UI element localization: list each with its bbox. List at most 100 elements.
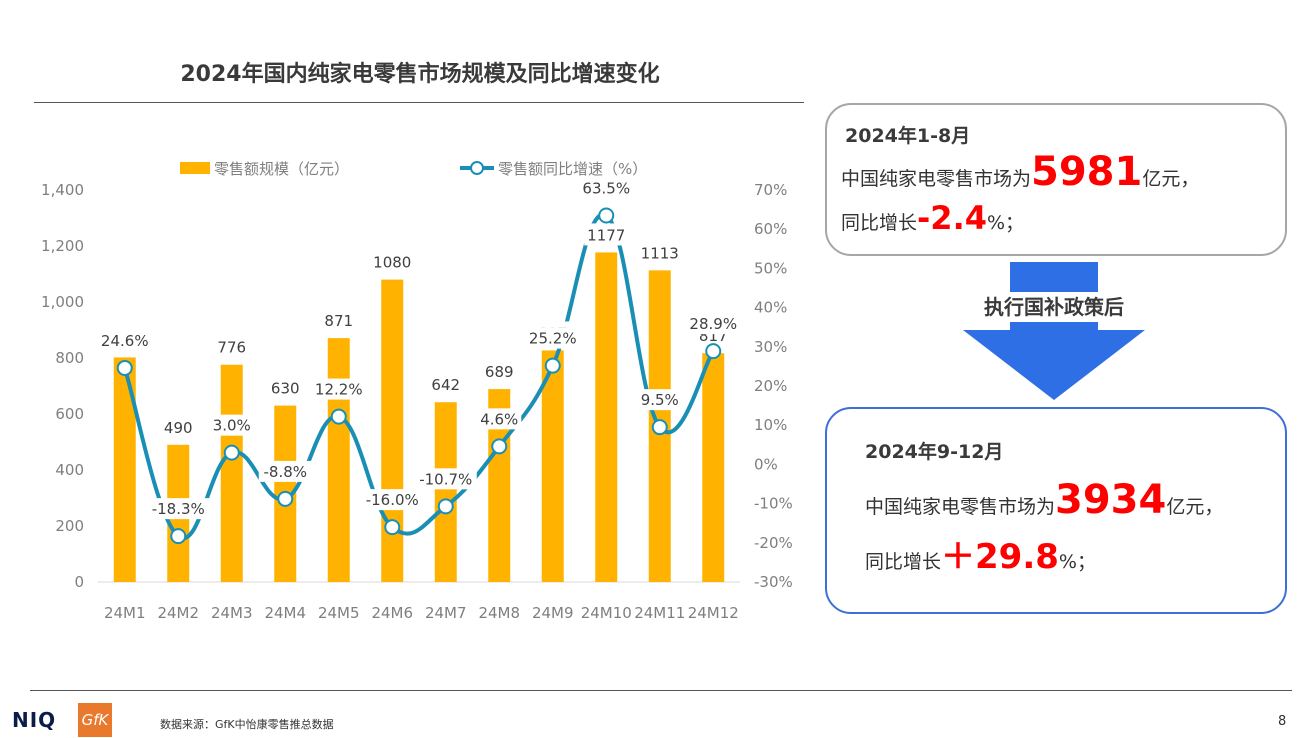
line-value-label: 28.9% — [689, 315, 737, 333]
bar-value-label: 642 — [431, 376, 460, 394]
y-right-tick-label: 30% — [754, 338, 787, 356]
line-marker — [598, 207, 615, 224]
y-left-tick-label: 1,400 — [41, 181, 84, 199]
bar — [220, 364, 243, 582]
line-label-bg — [579, 177, 633, 199]
summary-box-jan-aug: 2024年1-8月 中国纯家电零售市场为5981亿元， 同比增长-2.4%； — [825, 103, 1287, 256]
y-right-tick-label: 70% — [754, 181, 787, 199]
box1-heading: 2024年1-8月 — [845, 125, 971, 147]
bar-label-bg — [584, 223, 629, 246]
x-tick-label: 24M7 — [425, 604, 467, 622]
y-right-tick-label: 10% — [754, 416, 787, 434]
x-tick-label: 24M11 — [634, 604, 685, 622]
y-right-tick-label: -20% — [754, 534, 793, 552]
y-right-tick-label: -10% — [754, 495, 793, 513]
line-label-bg — [361, 489, 424, 511]
box2-line1: 中国纯家电零售市场为3934亿元， — [865, 477, 1223, 523]
legend-line-marker — [470, 161, 484, 175]
box2-line2: 同比增长＋29.8%； — [865, 529, 1096, 578]
line-marker — [544, 357, 561, 374]
box1-line2-pre: 同比增长 — [841, 212, 918, 234]
bar-value-label: 490 — [164, 419, 193, 437]
y-left-tick-label: 1,200 — [41, 237, 84, 255]
footer-divider — [30, 690, 1292, 691]
niq-logo: NIQ — [12, 708, 57, 732]
box1-line1: 中国纯家电零售市场为5981亿元， — [841, 149, 1199, 195]
gfk-logo: GfK — [78, 703, 112, 737]
title-divider — [34, 102, 804, 103]
line-label-bg — [312, 378, 366, 400]
x-tick-label: 24M9 — [532, 604, 574, 622]
line-value-label: 4.6% — [480, 410, 518, 428]
y-right-tick-label: 50% — [754, 259, 787, 277]
box2-growth-value: ＋29.8 — [941, 537, 1059, 577]
line-value-label: -10.7% — [419, 470, 472, 488]
line-marker — [491, 438, 508, 455]
line-label-bg — [147, 498, 210, 520]
line-marker — [437, 498, 454, 515]
box2-heading: 2024年9-12月 — [865, 441, 1004, 463]
line-marker — [384, 519, 401, 536]
line-value-label: 24.6% — [101, 332, 149, 350]
y-left-tick-label: 200 — [55, 517, 84, 535]
line-marker — [223, 444, 240, 461]
legend-line-label: 零售额同比增速（%） — [498, 160, 647, 178]
line-label-bg — [637, 389, 682, 411]
bar-label-bg — [637, 241, 682, 264]
box1-line2: 同比增长-2.4%； — [841, 199, 1024, 237]
bar — [381, 279, 404, 582]
line-marker — [170, 528, 187, 545]
box1-growth-value: -2.4 — [917, 199, 987, 237]
bar-value-label: 1080 — [373, 254, 411, 272]
line-value-label: -16.0% — [366, 491, 419, 509]
line-value-label: 25.2% — [529, 330, 577, 348]
y-left-tick-label: 0 — [74, 573, 84, 591]
bar-label-bg — [370, 250, 415, 273]
line-value-label: 3.0% — [213, 417, 251, 435]
line-marker — [277, 490, 294, 507]
bar-label-bg — [477, 360, 522, 383]
growth-line — [122, 212, 715, 541]
line-marker — [651, 419, 668, 436]
x-tick-label: 24M12 — [688, 604, 739, 622]
line-value-label: -18.3% — [152, 500, 205, 518]
box1-line1-pre: 中国纯家电零售市场为 — [841, 168, 1032, 190]
policy-label: 执行国补政策后 — [963, 292, 1145, 322]
y-right-tick-label: 60% — [754, 220, 787, 238]
box2-line1-pre: 中国纯家电零售市场为 — [865, 496, 1056, 518]
line-value-label: 63.5% — [582, 179, 630, 197]
box1-line1-post: 亿元， — [1142, 168, 1200, 190]
box2-market-value: 3934 — [1055, 477, 1167, 523]
bar — [595, 252, 618, 582]
x-tick-label: 24M4 — [264, 604, 306, 622]
y-right-tick-label: -30% — [754, 573, 793, 591]
bar — [702, 353, 725, 582]
bar — [541, 350, 564, 582]
line-label-bg — [686, 313, 740, 335]
line-label-bg — [526, 327, 580, 349]
line-value-label: 9.5% — [641, 391, 679, 409]
bar-value-label: 689 — [485, 363, 514, 381]
x-tick-label: 24M5 — [318, 604, 360, 622]
legend-bar-label: 零售额规模（亿元） — [214, 160, 349, 178]
bar-value-label: 1113 — [641, 244, 679, 262]
combo-chart: 0 200 400 600 800 1,000 1,200 1,400 -30% -20% -10%… — [41, 160, 793, 622]
y-left-tick-label: 800 — [55, 349, 84, 367]
x-tick-label: 24M6 — [371, 604, 413, 622]
line-label-bg — [477, 408, 522, 430]
line-marker — [116, 359, 133, 376]
bar-value-label: 1177 — [587, 226, 625, 244]
x-tick-label: 24M2 — [157, 604, 199, 622]
box2-line2-post: %； — [1058, 551, 1096, 573]
line-label-bg — [209, 414, 254, 436]
line-value-label: 12.2% — [315, 381, 363, 399]
bar-label-bg — [263, 376, 308, 399]
y-left-tick-label: 1,000 — [41, 293, 84, 311]
page-title: 2024年国内纯家电零售市场规模及同比增速变化 — [180, 62, 660, 87]
line-label-bg — [258, 460, 312, 482]
box2-line1-post: 亿元， — [1166, 496, 1224, 518]
down-arrow-icon — [963, 262, 1145, 400]
line-marker — [705, 343, 722, 360]
x-tick-label: 24M3 — [211, 604, 253, 622]
line-label-bg — [98, 329, 152, 351]
